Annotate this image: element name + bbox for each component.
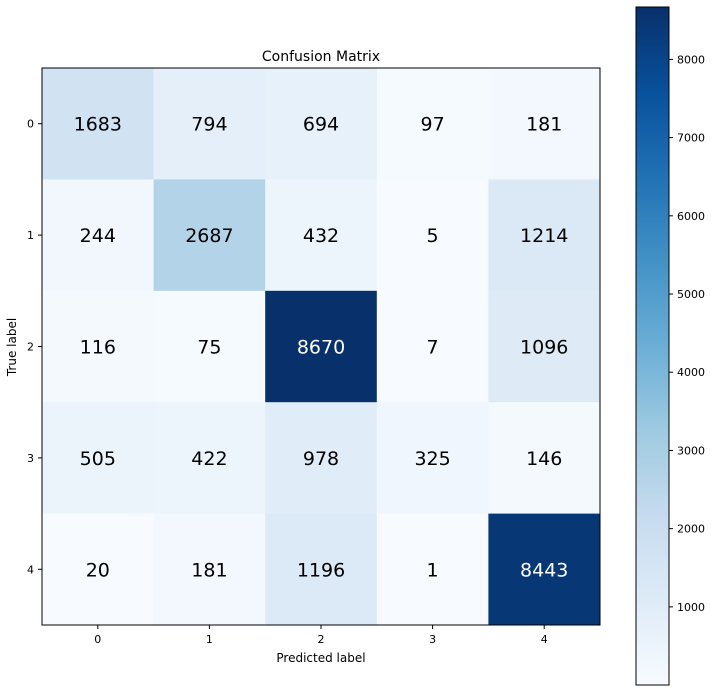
heatmap-cell bbox=[153, 179, 266, 292]
cell-value-label: 5 bbox=[427, 225, 439, 247]
cell-value-label: 97 bbox=[421, 114, 445, 136]
colorbar-tick-label: 5000 bbox=[677, 288, 705, 301]
cell-value-label: 8443 bbox=[520, 559, 568, 581]
heatmap-cell bbox=[42, 290, 155, 403]
colorbar-tick-label: 3000 bbox=[677, 444, 705, 457]
cell-value-label: 1683 bbox=[74, 114, 122, 136]
cell-value-label: 978 bbox=[303, 448, 339, 470]
colorbar-tick-label: 4000 bbox=[677, 366, 705, 379]
x-tick-label: 2 bbox=[318, 633, 325, 646]
colorbar-tick-label: 7000 bbox=[677, 132, 705, 145]
heatmap-cell bbox=[153, 68, 266, 180]
cell-value-label: 146 bbox=[526, 448, 562, 470]
heatmap-cell bbox=[488, 290, 601, 403]
y-tick-label: 3 bbox=[27, 452, 34, 465]
heatmap-cell bbox=[42, 402, 155, 515]
heatmap-cell bbox=[265, 179, 378, 292]
cell-value-label: 505 bbox=[80, 448, 116, 470]
colorbar-tick-label: 6000 bbox=[677, 210, 705, 223]
y-tick-label: 0 bbox=[27, 118, 34, 131]
cell-value-label: 2687 bbox=[185, 225, 233, 247]
heatmap-cell bbox=[265, 290, 378, 403]
cell-value-label: 244 bbox=[80, 225, 116, 247]
heatmap-cell bbox=[376, 513, 489, 626]
cell-value-label: 1096 bbox=[520, 337, 568, 359]
heatmap-cell bbox=[42, 513, 155, 626]
y-axis-ticks: 0 1 2 3 4 bbox=[27, 118, 42, 576]
cell-value-label: 181 bbox=[191, 559, 227, 581]
x-axis-label: Predicted label bbox=[276, 651, 365, 665]
heatmap-cell bbox=[376, 402, 489, 515]
cell-value-label: 1214 bbox=[520, 225, 568, 247]
cell-value-label: 1 bbox=[427, 559, 439, 581]
x-tick-label: 1 bbox=[206, 633, 213, 646]
y-tick-label: 4 bbox=[27, 563, 34, 576]
heatmap-cell bbox=[488, 68, 601, 180]
cell-value-label: 794 bbox=[191, 114, 227, 136]
heatmap-cell bbox=[488, 179, 601, 292]
colorbar-tick-label: 8000 bbox=[677, 53, 705, 66]
heatmap-cell bbox=[376, 290, 489, 403]
colorbar-ticks: 1000 2000 3000 4000 5000 6000 7000 8000 bbox=[669, 53, 705, 614]
y-tick-label: 1 bbox=[27, 229, 34, 242]
cell-value-label: 116 bbox=[80, 337, 116, 359]
heatmap-cell bbox=[153, 290, 266, 403]
colorbar-tick-label: 1000 bbox=[677, 601, 705, 614]
cell-value-label: 181 bbox=[526, 114, 562, 136]
x-tick-label: 0 bbox=[94, 633, 101, 646]
y-tick-label: 2 bbox=[27, 341, 34, 354]
heatmap-cell bbox=[42, 68, 155, 180]
cell-value-label: 432 bbox=[303, 225, 339, 247]
cell-value-label: 20 bbox=[86, 559, 110, 581]
cell-value-label: 422 bbox=[191, 448, 227, 470]
heatmap-cell bbox=[153, 513, 266, 626]
heatmap-cell-labels: 1683 794 694 97 181 244 2687 432 5 1214 116 75 8670 7… bbox=[74, 114, 569, 582]
cell-value-label: 1196 bbox=[297, 559, 345, 581]
heatmap-cell bbox=[42, 179, 155, 292]
cell-value-label: 325 bbox=[414, 448, 450, 470]
colorbar bbox=[635, 6, 670, 686]
heatmap-cell bbox=[488, 513, 601, 626]
heatmap-cell bbox=[376, 179, 489, 292]
chart-title: Confusion Matrix bbox=[262, 49, 380, 65]
heatmap-cell bbox=[153, 402, 266, 515]
heatmap-cell bbox=[488, 402, 601, 515]
cell-value-label: 7 bbox=[427, 337, 439, 359]
colorbar-tick-label: 2000 bbox=[677, 523, 705, 536]
cell-value-label: 75 bbox=[197, 337, 221, 359]
heatmap-cell bbox=[265, 68, 378, 180]
cell-value-label: 694 bbox=[303, 114, 339, 136]
heatmap-cells bbox=[42, 68, 601, 626]
heatmap-cell bbox=[265, 513, 378, 626]
heatmap-cell bbox=[265, 402, 378, 515]
heatmap-cell bbox=[376, 68, 489, 180]
x-axis-ticks: 0 1 2 3 4 bbox=[94, 625, 548, 646]
x-tick-label: 3 bbox=[429, 633, 436, 646]
y-axis-label: True label bbox=[5, 318, 19, 377]
x-tick-label: 4 bbox=[541, 633, 548, 646]
cell-value-label: 8670 bbox=[297, 337, 345, 359]
